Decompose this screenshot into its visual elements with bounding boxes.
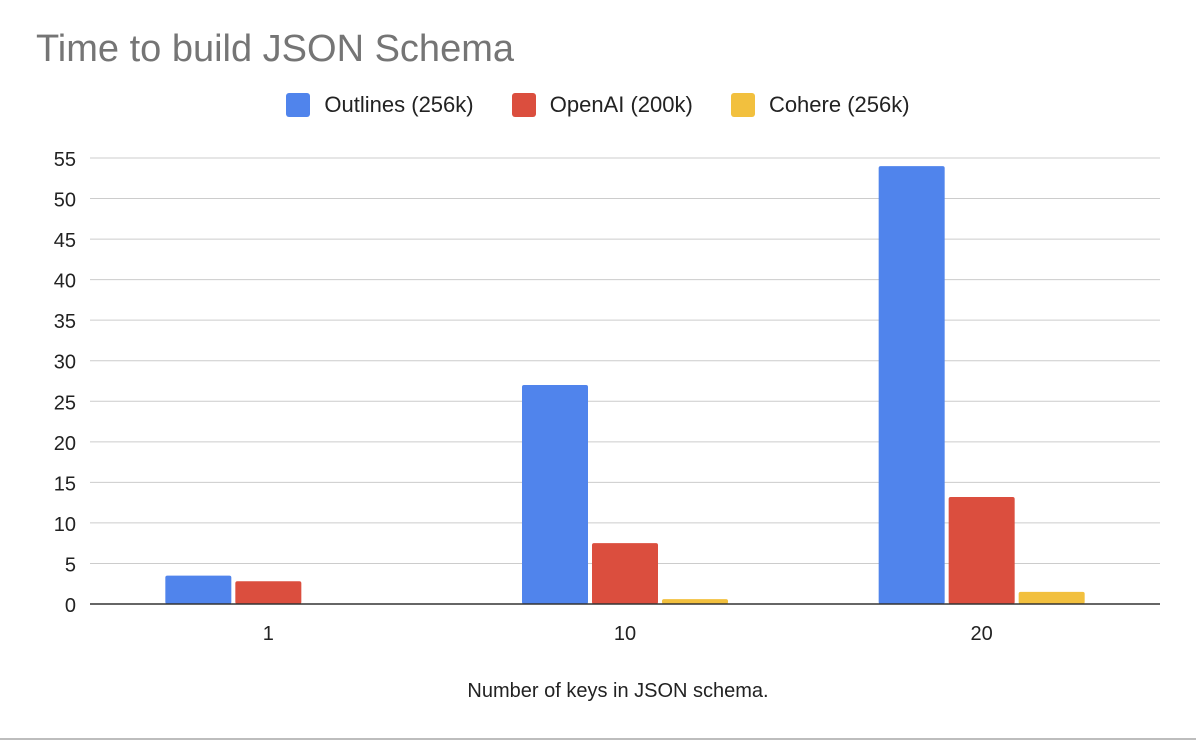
bar[interactable] (948, 496, 1015, 604)
bar[interactable] (235, 581, 302, 604)
y-tick-label: 55 (54, 149, 76, 171)
x-tick-label: 1 (263, 623, 274, 645)
y-tick-label: 0 (65, 595, 76, 617)
y-tick-label: 40 (54, 271, 76, 293)
y-tick-label: 15 (54, 473, 76, 495)
y-tick-label: 25 (54, 392, 76, 414)
legend-label-outlines: Outlines (256k) (324, 92, 474, 117)
bar[interactable] (522, 385, 588, 604)
x-axis-label: Number of keys in JSON schema. (467, 680, 768, 702)
y-tick-label: 30 (54, 352, 76, 374)
y-tick-label: 35 (54, 311, 76, 333)
legend-swatch-cohere (730, 93, 755, 117)
bottom-divider (0, 738, 1196, 740)
legend-swatch-outlines (286, 93, 311, 117)
bar[interactable] (878, 166, 945, 605)
legend-swatch-openai (511, 93, 536, 117)
y-tick-label: 10 (54, 514, 76, 536)
y-tick-label: 50 (54, 190, 76, 212)
y-tick-label: 45 (54, 230, 76, 252)
legend-item-openai[interactable]: OpenAI (200k) (511, 92, 693, 118)
legend-item-cohere[interactable]: Cohere (256k) (730, 92, 910, 118)
x-tick-label: 10 (614, 623, 636, 645)
legend: Outlines (256k) OpenAI (200k) Cohere (25… (0, 92, 1196, 123)
legend-item-outlines[interactable]: Outlines (256k) (286, 92, 474, 118)
chart-title: Time to build JSON Schema (36, 28, 514, 70)
bar[interactable] (592, 543, 658, 604)
bar[interactable] (1018, 591, 1085, 604)
bar[interactable] (165, 575, 232, 604)
legend-label-cohere: Cohere (256k) (768, 92, 910, 117)
x-tick-label: 20 (971, 623, 993, 645)
y-tick-label: 5 (65, 554, 76, 576)
bar[interactable] (662, 599, 728, 604)
y-tick-label: 20 (54, 433, 76, 455)
legend-label-openai: OpenAI (200k) (549, 92, 693, 117)
